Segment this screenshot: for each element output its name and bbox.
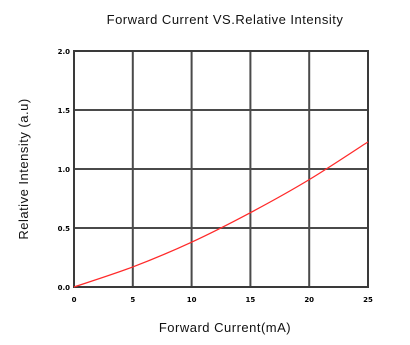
x-tick-label: 25 xyxy=(363,296,373,304)
x-tick-label: 5 xyxy=(130,296,135,304)
chart-title: Forward Current VS.Relative Intensity xyxy=(107,12,344,27)
x-tick-label: 10 xyxy=(187,296,197,304)
grid xyxy=(73,50,369,288)
y-axis-label: Relative Intensity (a.u) xyxy=(16,98,31,239)
series-group xyxy=(73,141,369,288)
y-tick-label: 0.5 xyxy=(58,225,71,233)
x-tick-label: 0 xyxy=(72,296,77,304)
y-tick-label: 1.0 xyxy=(58,166,71,174)
tick-labels: 0 5 10 15 20 25 0.0 0.5 1.0 1.5 2.0 xyxy=(58,48,373,304)
y-tick-label: 2.0 xyxy=(58,48,71,56)
x-tick-label: 15 xyxy=(246,296,256,304)
x-tick-label: 20 xyxy=(304,296,314,304)
series-line xyxy=(73,141,369,288)
y-tick-label: 0.0 xyxy=(58,284,71,292)
y-tick-label: 1.5 xyxy=(58,107,71,115)
plot-frame xyxy=(73,50,369,288)
x-axis-label: Forward Current(mA) xyxy=(159,320,291,335)
